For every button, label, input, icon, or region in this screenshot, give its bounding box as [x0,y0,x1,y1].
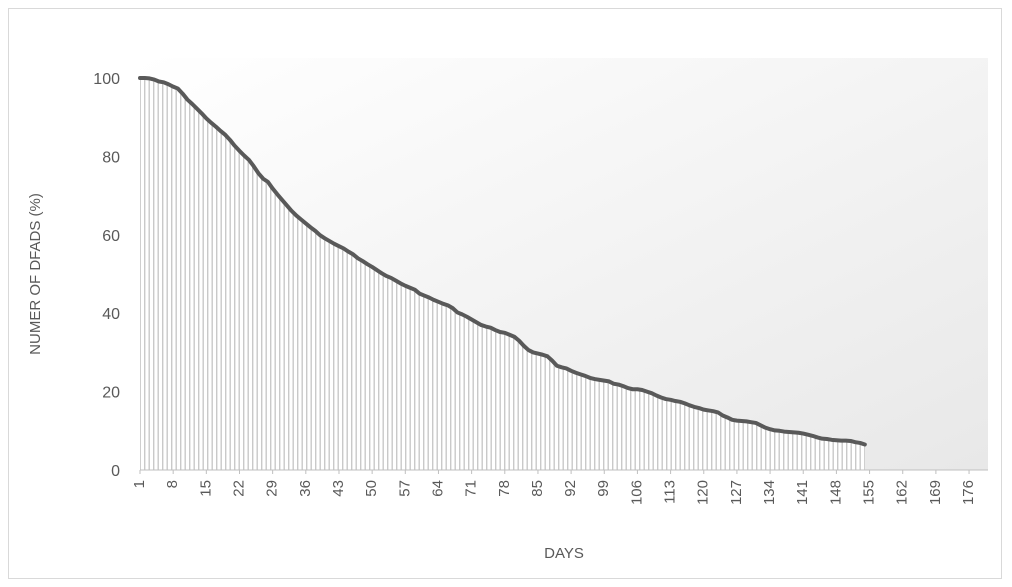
y-tick-label: 100 [93,71,120,88]
x-tick-label: 113 [662,480,679,504]
x-tick-label: 176 [960,480,977,505]
x-tick-label: 29 [264,480,281,497]
x-axis-title: DAYS [544,545,584,562]
x-tick-label: 155 [861,480,878,505]
series-line [138,76,867,447]
y-tick-label: 0 [111,463,120,480]
series-area [140,78,865,470]
x-tick-label: 57 [396,480,413,497]
x-tick-label: 148 [827,480,844,505]
x-tick-label: 78 [496,480,513,497]
x-tick-label: 43 [330,480,347,497]
x-tick-label: 99 [595,480,612,497]
x-tick-label: 141 [794,480,811,505]
y-tick-label: 40 [102,306,120,323]
x-tick-label: 22 [230,480,247,497]
x-tick-label: 64 [429,480,446,497]
x-tick-label: 71 [463,480,480,497]
x-tick-label: 162 [894,480,911,505]
x-tick-label: 1 [131,480,148,488]
x-tick-label: 169 [927,480,944,505]
y-axis-title: NUMER OF DFADS (%) [27,193,44,355]
x-tick-label: 85 [529,480,546,497]
x-tick-label: 36 [297,480,314,497]
x-tick-label: 134 [761,480,778,505]
x-tick-label: 92 [562,480,579,497]
x-tick-label: 15 [197,480,214,497]
x-tick-label: 50 [363,480,380,497]
y-tick-label: 20 [102,385,120,402]
y-tick-label: 60 [102,228,120,245]
y-tick-label: 80 [102,149,120,166]
x-tick-label: 8 [164,480,181,488]
x-tick-label: 127 [728,480,745,505]
x-tick-label: 106 [628,480,645,505]
x-tick-label: 120 [695,480,712,505]
